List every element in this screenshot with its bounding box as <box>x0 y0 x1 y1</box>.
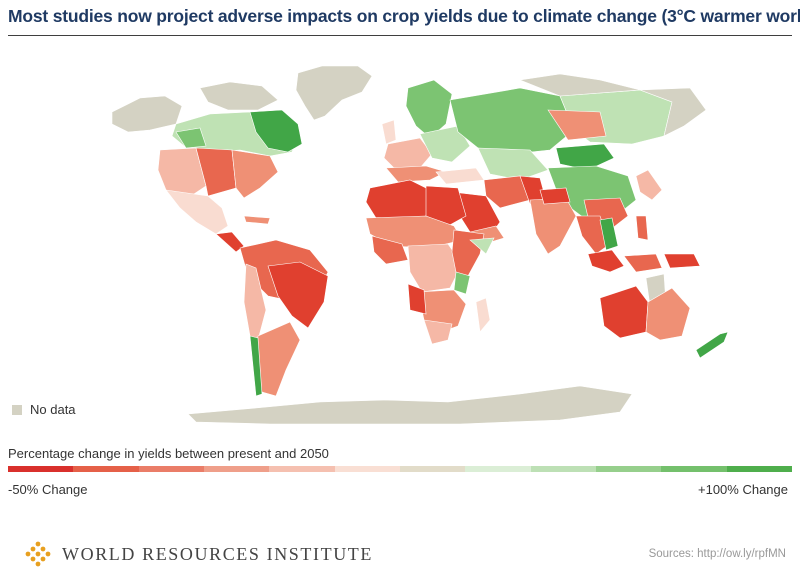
color-scale-step <box>726 466 792 472</box>
philippines-region <box>635 215 649 241</box>
color-scale-step <box>661 466 727 472</box>
color-scale-step <box>203 466 270 472</box>
color-scale-step <box>269 466 335 472</box>
chile-region <box>249 335 263 397</box>
antarctica-region <box>187 385 633 425</box>
indonesia-west-region <box>587 249 625 273</box>
canada-prairies-region <box>175 127 207 149</box>
argentina-region <box>255 321 301 397</box>
color-scale-step <box>595 466 662 472</box>
canada-east-region <box>249 109 303 153</box>
color-scale-step <box>465 466 531 472</box>
color-scale-bar <box>8 466 792 472</box>
west-africa-region <box>371 235 409 265</box>
australia-east-region <box>645 287 691 341</box>
iran-region <box>483 175 531 209</box>
source-note: Sources: http://ow.ly/rpfMN <box>648 548 786 560</box>
angola-region <box>407 283 427 315</box>
greenland-region <box>295 65 373 121</box>
chart-title: Most studies now project adverse impacts… <box>8 6 800 26</box>
title-divider <box>8 35 792 36</box>
organization-name: WORLD RESOURCES INSTITUTE <box>62 543 373 564</box>
usa-central-region <box>195 147 237 197</box>
color-scale-step <box>334 466 400 472</box>
east-africa-region <box>451 229 485 277</box>
no-data-label: No data <box>30 402 76 417</box>
color-scale-max-label: +100% Change <box>698 482 788 497</box>
far-east-region <box>639 87 707 137</box>
new-zealand-region <box>695 331 729 359</box>
color-scale-step <box>530 466 596 472</box>
indochina-region <box>599 217 619 251</box>
mediterranean-region <box>385 165 447 183</box>
india-region <box>529 197 577 255</box>
kazakhstan-region <box>477 147 549 181</box>
organization-logo: WORLD RESOURCES INSTITUTE <box>24 540 373 568</box>
color-scale-step <box>399 466 466 472</box>
uk-region <box>381 119 397 145</box>
color-scale-min-label: -50% Change <box>8 482 88 497</box>
color-scale-title: Percentage change in yields between pres… <box>8 446 329 461</box>
usa-east-region <box>231 149 279 199</box>
caribbean-region <box>243 215 271 225</box>
arctic-islands-region <box>199 81 279 111</box>
png-region <box>663 253 701 269</box>
east-africa-green-region <box>453 271 471 295</box>
korea-japan-region <box>635 169 663 201</box>
south-africa-region <box>423 319 453 345</box>
australia-west-region <box>599 285 649 339</box>
central-america-region <box>215 231 245 253</box>
indonesia-east-region <box>623 253 663 273</box>
mexico-region <box>165 189 229 235</box>
madagascar-region <box>475 297 491 333</box>
color-scale-step <box>138 466 204 472</box>
russia-west-region <box>449 87 575 155</box>
turkey-region <box>435 167 485 185</box>
russia-south-region <box>547 109 607 141</box>
india-north-region <box>539 187 571 205</box>
brazil-region <box>267 261 329 329</box>
horn-africa-region <box>469 237 495 255</box>
central-africa-region <box>407 243 463 293</box>
no-data-legend: No data <box>12 402 76 417</box>
mongolia-region <box>555 143 615 171</box>
wri-logo-icon <box>25 541 51 567</box>
east-europe-region <box>419 125 471 163</box>
alaska-region <box>111 95 183 133</box>
world-map <box>0 40 800 440</box>
color-scale-step <box>73 466 139 472</box>
color-scale-step <box>8 466 74 472</box>
siberia-north-region <box>518 73 641 97</box>
north-africa-east-region <box>425 185 467 227</box>
no-data-swatch <box>12 404 22 415</box>
